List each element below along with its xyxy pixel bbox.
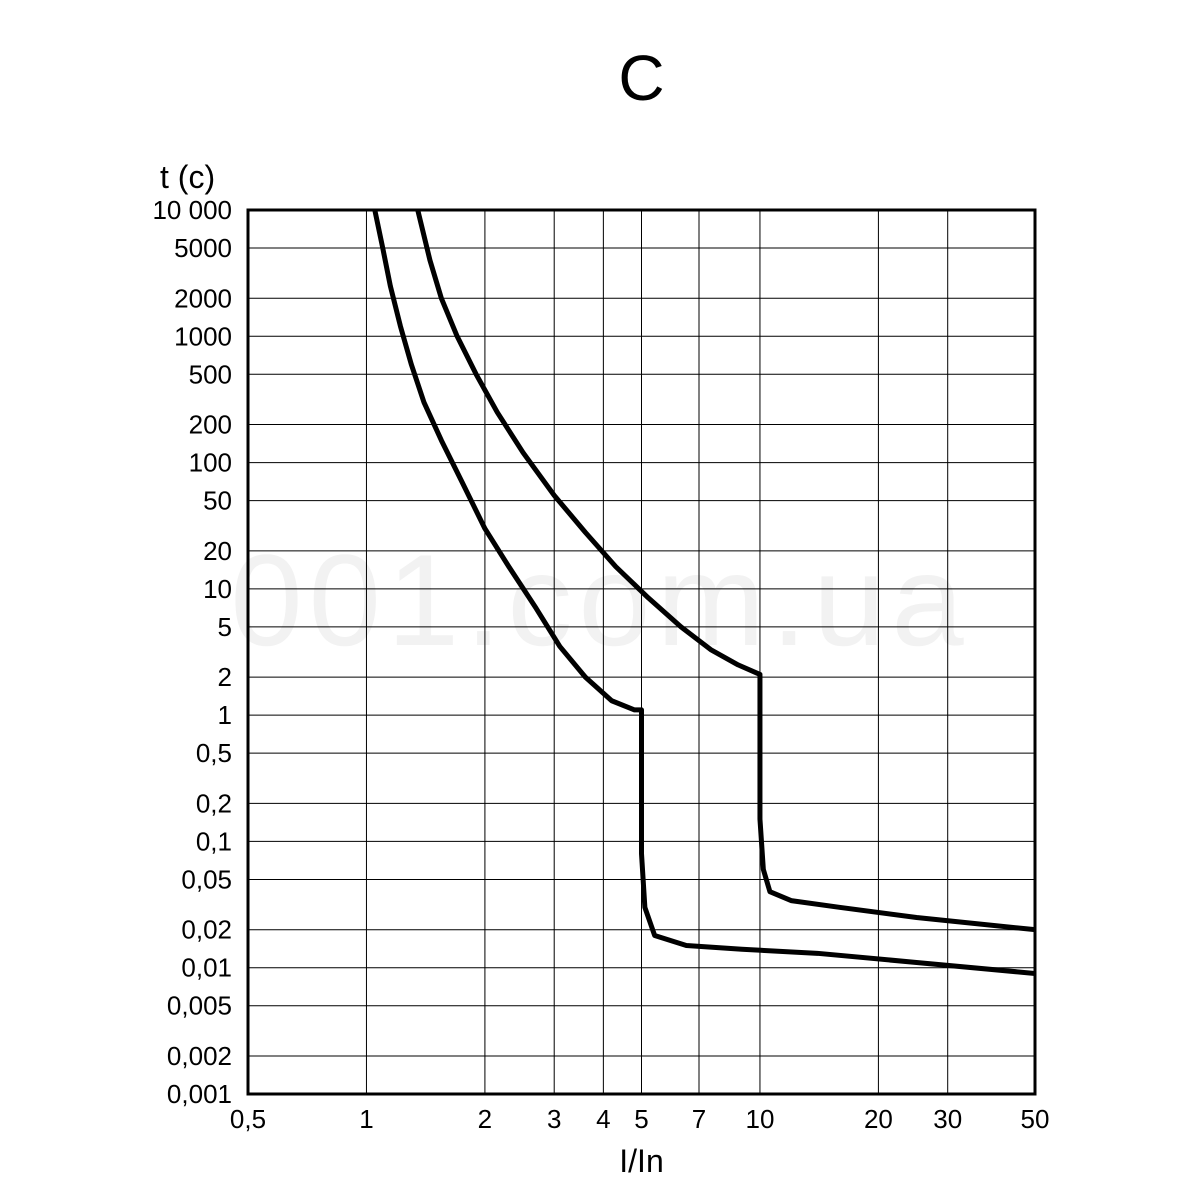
y-tick-label: 20 [203,536,232,566]
y-tick-label: 500 [189,359,232,389]
y-tick-label: 0,1 [196,826,232,856]
x-tick-label: 7 [692,1104,706,1134]
x-tick-label: 5 [634,1104,648,1134]
y-tick-label: 0,005 [167,991,232,1021]
y-tick-label: 1 [218,700,232,730]
x-tick-label: 0,5 [230,1104,266,1134]
y-tick-label: 0,2 [196,788,232,818]
y-tick-label: 0,02 [181,915,232,945]
y-tick-label: 2 [218,662,232,692]
trip-curve-chart: 0,5123457102030500,0010,0020,0050,010,02… [0,0,1200,1200]
y-tick-label: 0,5 [196,738,232,768]
y-tick-label: 0,05 [181,864,232,894]
y-tick-label: 2000 [174,283,232,313]
x-tick-label: 2 [478,1104,492,1134]
chart-title: C [618,42,664,114]
y-tick-label: 5 [218,612,232,642]
x-axis-label: I/In [619,1143,663,1179]
x-tick-label: 10 [745,1104,774,1134]
x-tick-label: 20 [864,1104,893,1134]
y-tick-label: 0,01 [181,953,232,983]
y-tick-label: 100 [189,448,232,478]
y-tick-label: 5000 [174,233,232,263]
x-tick-label: 30 [933,1104,962,1134]
y-axis-label: t (c) [160,159,215,195]
y-tick-label: 0,001 [167,1079,232,1109]
x-tick-label: 4 [596,1104,610,1134]
y-tick-label: 10 000 [152,195,232,225]
x-tick-label: 3 [547,1104,561,1134]
y-tick-label: 1000 [174,321,232,351]
x-tick-label: 50 [1021,1104,1050,1134]
y-tick-label: 0,002 [167,1041,232,1071]
lower-trip-curve [375,210,1035,973]
y-tick-label: 50 [203,486,232,516]
y-tick-label: 10 [203,574,232,604]
x-tick-label: 1 [359,1104,373,1134]
y-tick-label: 200 [189,410,232,440]
